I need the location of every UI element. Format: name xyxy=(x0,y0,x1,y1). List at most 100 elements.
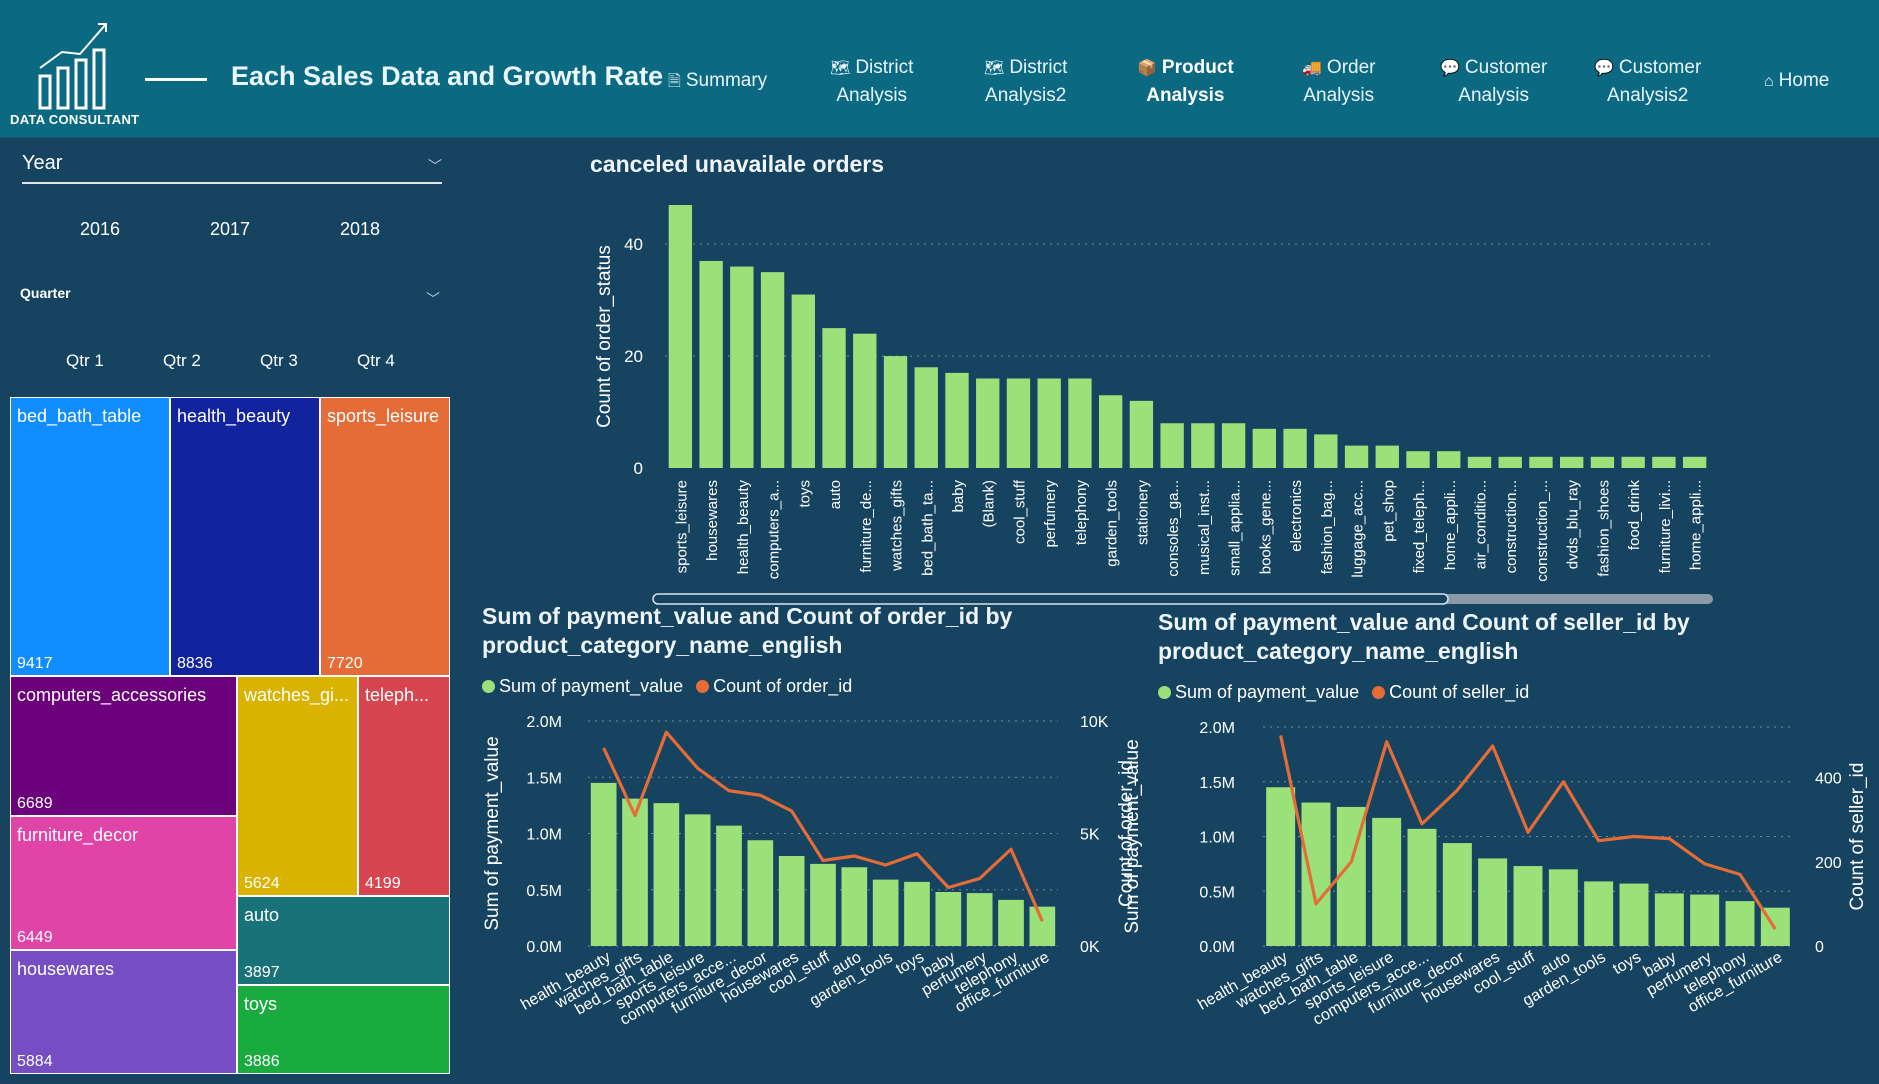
nav-district-analysis[interactable]: 🗺 District Analysis xyxy=(830,54,913,109)
x-tick-label: toys xyxy=(796,480,813,508)
nav-district-analysis-line1: District xyxy=(855,57,914,78)
treemap-tile-sports-leisure[interactable]: sports_leisure 7720 xyxy=(320,397,450,676)
year-slicer-dropdown[interactable]: Year ﹀ xyxy=(22,152,442,184)
nav-customer-analysis-line2: Analysis xyxy=(1458,85,1530,106)
nav-home[interactable]: ⌂ Home xyxy=(1764,67,1829,95)
year-option-2016[interactable]: 2016 xyxy=(80,219,121,239)
quarter-option-qtr4[interactable]: Qtr 4 xyxy=(357,351,395,370)
nav-customer-analysis2[interactable]: 💬 Customer Analysis2 xyxy=(1594,54,1701,109)
x-tick-label: baby xyxy=(950,480,967,513)
treemap-tile-label: auto xyxy=(244,905,280,925)
x-tick-label: sports_leisure xyxy=(673,480,690,573)
payment-order-chart-title: Sum of payment_value and Count of order_… xyxy=(482,603,1013,658)
treemap-tile-bed-bath-table[interactable]: bed_bath_table 9417 xyxy=(10,397,170,676)
bar xyxy=(1467,456,1492,468)
treemap-tile-watches-gifts[interactable]: watches_gi... 5624 xyxy=(237,676,358,896)
y2-tick-label: 5K xyxy=(1080,827,1100,844)
treemap-tile-toys[interactable]: toys 3886 xyxy=(237,985,450,1074)
bar xyxy=(1375,445,1399,468)
nav-district-analysis2[interactable]: 🗺 District Analysis2 xyxy=(984,54,1067,109)
x-tick-label: garden_tools xyxy=(1104,480,1121,567)
treemap-tile-health-beauty[interactable]: health_beauty 8836 xyxy=(170,397,320,676)
bar xyxy=(914,367,938,468)
year-option-2017[interactable]: 2017 xyxy=(210,219,251,239)
treemap-tile-telephony[interactable]: teleph... 4199 xyxy=(358,676,450,896)
bar xyxy=(810,863,836,946)
treemap-tile-label: computers_accessories xyxy=(17,685,207,705)
treemap-tile-auto[interactable]: auto 3897 xyxy=(237,896,450,985)
quarter-slicer-label: Quarter xyxy=(20,285,71,301)
nav-product-analysis-line1: Product xyxy=(1161,57,1234,78)
bar xyxy=(590,782,617,946)
chevron-down-icon: ﹀ xyxy=(428,158,442,174)
bar xyxy=(1498,456,1522,468)
bar xyxy=(1191,423,1215,468)
bar xyxy=(1584,881,1614,946)
treemap-tile-label: health_beauty xyxy=(177,406,291,426)
x-tick-label: small_applia... xyxy=(1227,480,1244,576)
treemap-tile-furniture-decor[interactable]: furniture_decor 6449 xyxy=(10,816,237,950)
title-divider xyxy=(145,78,207,81)
payment-seller-combo-chart: 0.0M0.5M1.0M1.5M2.0M0200400health_beauty… xyxy=(1122,720,1868,1029)
bar xyxy=(653,803,680,946)
nav-order-analysis[interactable]: 🚚 Order Analysis xyxy=(1302,54,1376,109)
quarter-option-qtr3[interactable]: Qtr 3 xyxy=(260,351,298,370)
x-tick-label: health_beauty xyxy=(735,480,752,575)
legend-label-order-id: Count of order_id xyxy=(713,676,853,696)
nav-customer-analysis-line1: Customer xyxy=(1464,57,1548,78)
y-tick-label: 40 xyxy=(624,235,643,254)
nav-order-analysis-line2: Analysis xyxy=(1303,85,1375,106)
y2-axis-title: Count of seller_id xyxy=(1847,763,1868,911)
y2-axis-title: Count of order_id xyxy=(1116,760,1137,907)
treemap-tile-computers-accessories[interactable]: computers_accessories 6689 xyxy=(10,676,237,816)
bar xyxy=(1725,901,1755,946)
bar xyxy=(1283,428,1307,468)
nav-customer-analysis[interactable]: 💬 Customer Analysis xyxy=(1440,54,1547,109)
canceled-orders-bar-chart: 0 20 40 sports_leisure housewares health_beau… xyxy=(594,205,1713,605)
y2-tick-label: 0 xyxy=(1815,939,1824,956)
nav-product-analysis[interactable]: 📦 Product Analysis xyxy=(1137,54,1234,109)
bar xyxy=(1621,456,1645,468)
treemap-tile-housewares[interactable]: housewares 5884 xyxy=(10,950,237,1074)
x-tick-label: air_conditio... xyxy=(1472,480,1489,569)
bar xyxy=(1513,866,1543,946)
quarter-option-qtr2[interactable]: Qtr 2 xyxy=(163,351,201,370)
bar xyxy=(935,892,962,946)
legend-dot-payment xyxy=(482,680,495,693)
truck-icon: 🚚 xyxy=(1302,60,1322,77)
quarter-option-qtr1[interactable]: Qtr 1 xyxy=(66,351,104,370)
bar xyxy=(1006,378,1031,468)
x-tick-label: home_appli... xyxy=(1688,480,1705,570)
bar xyxy=(791,294,815,468)
year-slicer-label: Year xyxy=(22,152,63,174)
quarter-slicer-dropdown[interactable]: Quarter ﹀ xyxy=(20,285,440,307)
box-icon: 📦 xyxy=(1137,60,1157,77)
x-tick-label: perfumery xyxy=(1042,480,1059,548)
bar xyxy=(872,879,899,946)
bar xyxy=(668,205,693,468)
nav-district-analysis-line2: Analysis xyxy=(836,85,908,106)
x-tick-label: fixed_teleph... xyxy=(1411,480,1428,573)
x-tick-label: toys xyxy=(893,949,927,978)
bar xyxy=(883,356,908,468)
legend-dot-payment xyxy=(1158,686,1171,699)
x-tick-label: dvds_blu_ray xyxy=(1565,480,1582,570)
x-tick-label: cool_stuff xyxy=(1011,479,1028,544)
category-treemap: bed_bath_table 9417 health_beauty 8836 s… xyxy=(10,397,450,1074)
bar xyxy=(1442,843,1472,946)
x-tick-label: construction... xyxy=(1503,480,1520,573)
year-option-2018[interactable]: 2018 xyxy=(340,219,381,239)
document-icon: 🗎 xyxy=(668,73,681,90)
y-tick-label: 0.5M xyxy=(1199,884,1235,901)
treemap-tile-value: 9417 xyxy=(17,655,53,672)
x-tick-label: consoles_ga... xyxy=(1165,480,1182,577)
bar xyxy=(1129,400,1154,468)
x-tick-label: food_drink xyxy=(1626,480,1643,551)
legend-dot-seller-id xyxy=(1372,686,1386,699)
nav-summary[interactable]: 🗎 Summary xyxy=(668,67,767,95)
bar xyxy=(1654,893,1684,946)
y2-tick-label: 0K xyxy=(1080,939,1100,956)
y-axis-title: Sum of payment_value xyxy=(482,736,503,930)
bar xyxy=(1344,445,1369,468)
chat-icon: 💬 xyxy=(1594,60,1614,77)
